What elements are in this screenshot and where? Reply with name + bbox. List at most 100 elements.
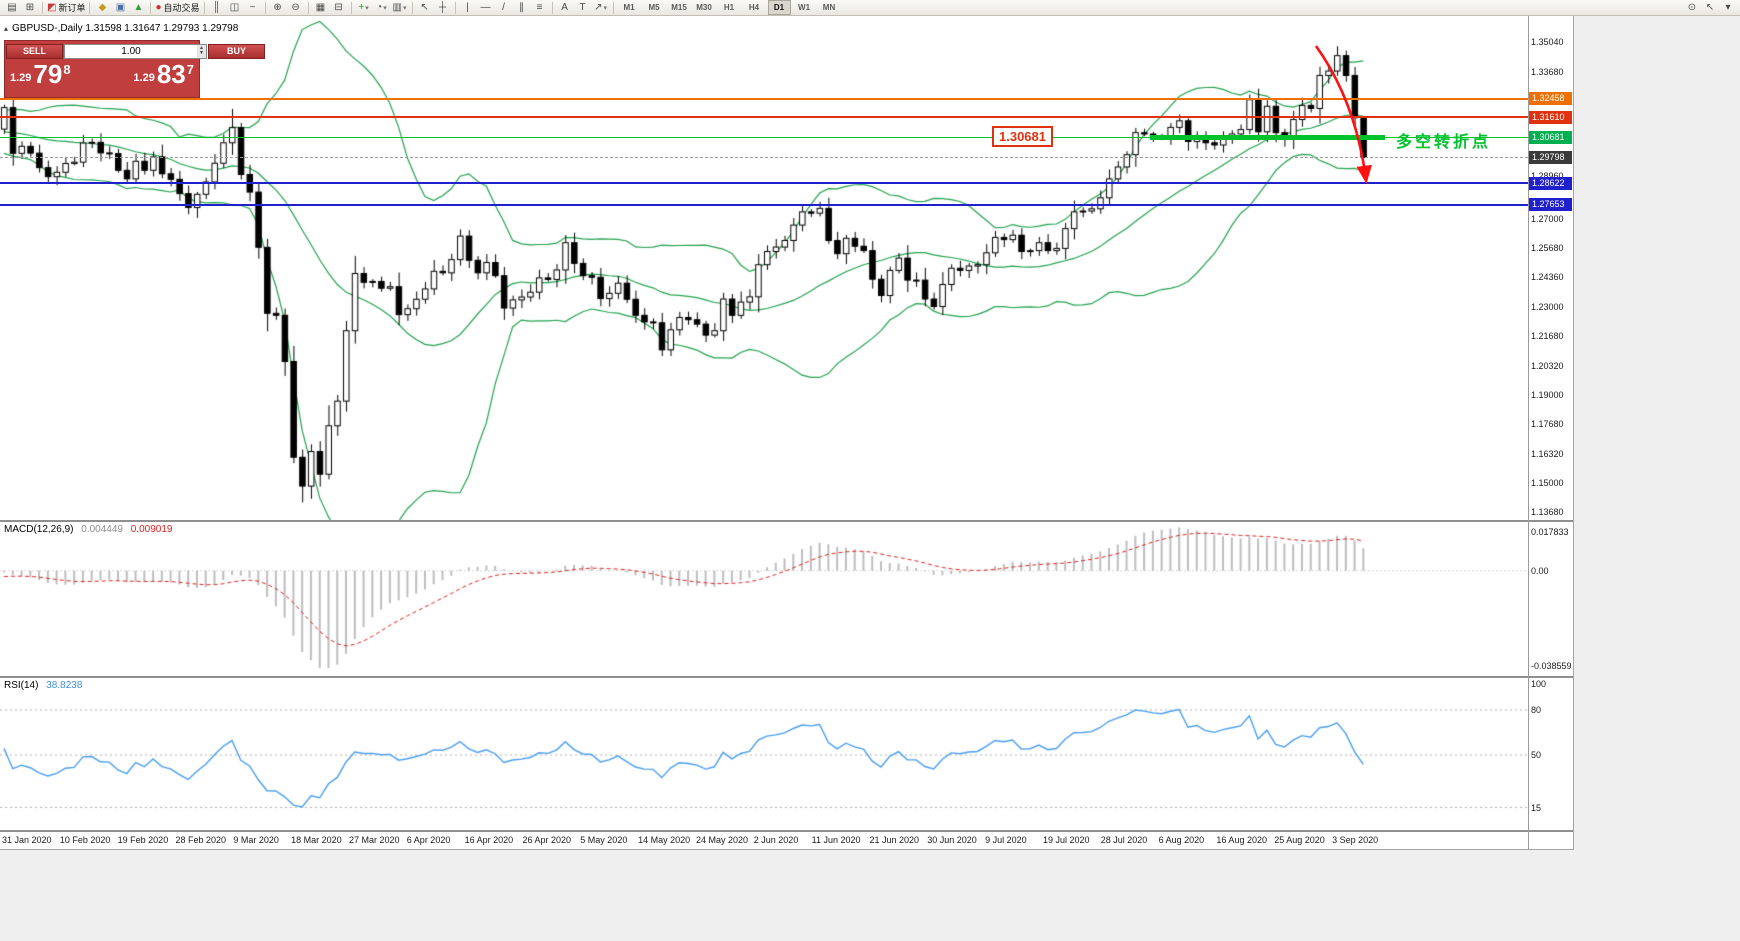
indicators-add-icon[interactable]: + ▾: [355, 1, 373, 15]
crosshair-icon[interactable]: ┼: [434, 1, 452, 15]
level-line-1.29798[interactable]: [0, 156, 1528, 158]
trend-arrow[interactable]: [1300, 36, 1390, 206]
toolbar-separator: [89, 1, 91, 14]
more-icon: ▾: [1725, 1, 1731, 13]
bar-chart-icon[interactable]: ║: [208, 1, 226, 15]
toolbar-separator: [551, 1, 553, 14]
panel-divider[interactable]: [0, 830, 1573, 832]
zoom-in-icon[interactable]: ⊕: [269, 1, 287, 15]
chart-canvas[interactable]: [0, 16, 1573, 849]
dropdown-arrow-icon[interactable]: ▾: [403, 4, 407, 12]
lot-size-input[interactable]: [65, 44, 197, 58]
level-line-1.31610[interactable]: [0, 116, 1528, 119]
price-axis-tick: 1.16320: [1531, 448, 1564, 459]
toolbar-separator: [350, 1, 352, 14]
market-icon[interactable]: ▲: [129, 1, 147, 15]
sell-price-display[interactable]: 1.29 79 8: [10, 61, 71, 87]
vertical-line-icon[interactable]: |: [459, 1, 477, 15]
autotrade-button-label: 自动交易: [163, 3, 200, 13]
chart-overlay: 1.32458 1.31610 1.30681 1.29798 1.28622 1.276…: [0, 16, 1573, 849]
panel-divider[interactable]: [0, 676, 1573, 678]
tile-windows-icon[interactable]: ⊟: [330, 1, 348, 15]
level-line-1.30681[interactable]: [0, 137, 1528, 139]
arrows-icon[interactable]: ↗ ▾: [592, 1, 610, 15]
horizontal-line-icon: —: [480, 1, 491, 13]
reports-icon[interactable]: ▣: [111, 1, 129, 15]
chart-annotation-text[interactable]: 多空转折点: [1396, 134, 1492, 151]
panel-divider[interactable]: [0, 520, 1573, 522]
buy-button[interactable]: BUY: [208, 43, 265, 59]
zoom-out-icon: ⊖: [291, 1, 300, 13]
vertical-line-icon: |: [466, 1, 469, 13]
price-axis-box-1.29798: 1.29798: [1529, 150, 1572, 164]
toolbar-separator: [264, 1, 266, 14]
fibonacci-icon[interactable]: ≡: [531, 1, 549, 15]
trade-panel-collapse-icon[interactable]: ▴: [4, 24, 9, 33]
time-axis-label: 6 Apr 2020: [406, 835, 451, 845]
timeframe-button-m30[interactable]: M30: [696, 3, 712, 12]
macd-signal-value: 0.009019: [130, 524, 173, 535]
macd-axis-min: -0.038559: [1531, 661, 1572, 671]
level-line-1.27653[interactable]: [0, 203, 1528, 206]
lot-size-box: ▲ ▼: [64, 43, 207, 59]
time-axis-label: 19 Feb 2020: [117, 835, 169, 845]
dropdown-arrow-icon[interactable]: ▾: [603, 4, 607, 12]
fibonacci-icon: ≡: [536, 1, 543, 13]
pointer-icon[interactable]: ↖: [1701, 1, 1719, 15]
search-icon: ⊙: [1687, 1, 1697, 13]
buy-price-display[interactable]: 1.29 83 7: [133, 61, 194, 87]
sell-button[interactable]: SELL: [6, 43, 63, 59]
timeframe-button-m5[interactable]: M5: [648, 3, 660, 12]
time-axis-label: 11 Jun 2020: [811, 835, 861, 845]
cursor-icon[interactable]: ↖: [416, 1, 434, 15]
gold-icon[interactable]: ◆: [93, 1, 111, 15]
new-chart-icon[interactable]: ▤: [3, 1, 21, 15]
price-axis-tick: 1.27000: [1531, 213, 1564, 224]
dropdown-arrow-icon[interactable]: ▾: [365, 4, 369, 12]
zoom-out-icon[interactable]: ⊖: [287, 1, 305, 15]
window-layout-icon[interactable]: ⊞: [21, 1, 39, 15]
chart-window: 1.32458 1.31610 1.30681 1.29798 1.28622 1.276…: [0, 16, 1574, 850]
trendline-icon[interactable]: /: [495, 1, 513, 15]
text-icon[interactable]: A: [556, 1, 574, 15]
timeframe-button-w1[interactable]: W1: [798, 3, 811, 12]
grid-icon[interactable]: ▦: [312, 1, 330, 15]
rsi-value: 38.8238: [46, 680, 83, 691]
time-axis-label: 26 Apr 2020: [522, 835, 572, 845]
toolbar-separator: [612, 1, 614, 14]
search-icon[interactable]: ⊙: [1683, 1, 1701, 15]
timeframe-button-h4[interactable]: H4: [748, 3, 760, 12]
price-axis-tick: 1.15000: [1531, 478, 1564, 488]
macd-axis-max: 0.017833: [1531, 527, 1569, 537]
more-icon[interactable]: ▾: [1719, 1, 1737, 15]
lot-spinner[interactable]: ▲ ▼: [197, 44, 206, 58]
timeframe-button-d1[interactable]: D1: [767, 0, 791, 15]
templates-icon[interactable]: ▥ ▾: [391, 1, 409, 15]
rsi-axis-label-50: 50: [1531, 750, 1542, 760]
sell-price-prefix: 1.29: [10, 72, 32, 84]
level-line-1.28622[interactable]: [0, 182, 1528, 185]
spinner-down-icon[interactable]: ▼: [199, 50, 204, 56]
arrows-icon: ↗: [594, 1, 603, 13]
autotrade-button[interactable]: ● 自动交易: [154, 1, 200, 15]
new-order-button[interactable]: ◩ 新订单: [46, 1, 86, 15]
macd-axis-zero: 0.00: [1531, 565, 1549, 576]
timeframe-button-mn[interactable]: MN: [822, 3, 836, 12]
candlestick-chart-icon[interactable]: ◫: [226, 1, 244, 15]
periods-icon[interactable]: ◔ ▾: [373, 1, 391, 15]
timeframe-button-m15[interactable]: M15: [671, 3, 687, 12]
level-line-1.32458[interactable]: [0, 97, 1528, 100]
spinner-up-icon[interactable]: ▲: [199, 45, 204, 51]
rsi-axis-label-15: 15: [1531, 802, 1542, 813]
text-label-icon[interactable]: T: [574, 1, 592, 15]
dropdown-arrow-icon[interactable]: ▾: [383, 4, 387, 12]
level-thick-segment[interactable]: [1150, 135, 1385, 141]
horizontal-line-icon[interactable]: —: [477, 1, 495, 15]
line-chart-icon[interactable]: ~: [244, 1, 262, 15]
timeframe-button-m1[interactable]: M1: [623, 3, 635, 12]
channel-icon[interactable]: ∥: [513, 1, 531, 15]
trend-arrow-path[interactable]: [1314, 45, 1372, 184]
price-callout[interactable]: 1.30681: [992, 126, 1053, 147]
timeframe-button-h1[interactable]: H1: [723, 3, 735, 12]
